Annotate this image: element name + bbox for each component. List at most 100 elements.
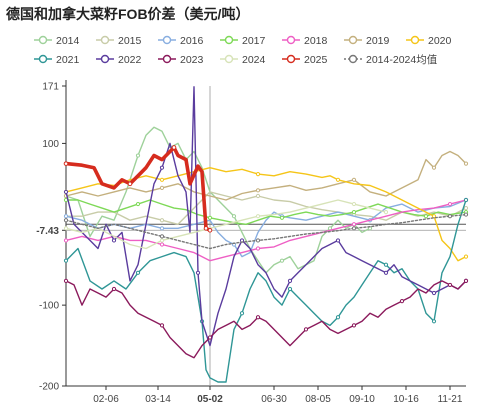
legend-label-2017: 2017	[242, 35, 266, 47]
series-point-2017	[351, 210, 357, 215]
series-point-2018	[447, 201, 453, 207]
series-point-2016	[159, 226, 165, 231]
series-point-2024	[159, 238, 165, 243]
y-tick-label: -100	[39, 301, 59, 312]
series-line-2024	[65, 199, 387, 250]
series-point-2020	[431, 214, 437, 219]
series-point-2022	[335, 238, 341, 243]
y-tick-label: 100	[42, 139, 59, 150]
series-point-2021	[239, 311, 245, 316]
legend-label-2022: 2022	[118, 54, 142, 66]
series-point-2023	[111, 286, 117, 292]
legend-marker-2015	[100, 35, 110, 45]
series-point-2022	[287, 278, 293, 283]
legend-marker-2025	[286, 54, 296, 64]
legend-marker-2021	[38, 54, 48, 64]
x-tick-label: 06-30	[261, 394, 287, 405]
series-point-2023	[351, 323, 357, 328]
series-point-2022	[159, 165, 165, 170]
legend-marker-2019	[348, 35, 358, 45]
series-point-2021	[135, 270, 141, 275]
legend-label-2016: 2016	[180, 35, 204, 47]
series-point-2014-2024均值	[63, 218, 69, 223]
legend-label-2021: 2021	[56, 54, 80, 66]
series-point-2023	[255, 315, 261, 320]
x-tick-label-highlight: 05-02	[197, 394, 223, 405]
series-line-2017	[65, 199, 467, 225]
series-point-2023	[159, 323, 165, 328]
series-point-2020	[335, 177, 341, 182]
legend-marker-2020	[410, 35, 420, 45]
y-tick-label: 171	[42, 82, 59, 93]
series-line-2018	[65, 199, 467, 262]
legend-marker-2014-2024均值	[348, 54, 358, 64]
series-point-2022	[111, 238, 117, 243]
series-point-2014-2024均值	[159, 234, 165, 239]
x-tick-label: 09-10	[349, 394, 375, 405]
series-point-2023	[207, 335, 213, 340]
series-line-2020	[65, 167, 467, 262]
series-point-2022	[383, 270, 389, 275]
legend-label-2014-2024均值: 2014-2024均值	[366, 53, 438, 66]
y-tick-label-highlight: -7.43	[36, 226, 59, 237]
series-point-2025	[127, 181, 133, 187]
series-point-2014-2024均值	[447, 214, 453, 219]
legend-label-2015: 2015	[118, 35, 142, 47]
series-point-2018	[351, 222, 357, 227]
legend-marker-2014	[38, 35, 48, 45]
legend-marker-2022	[100, 54, 110, 64]
series-point-2024	[383, 210, 389, 215]
series-point-2014	[135, 153, 141, 158]
series-point-2020	[463, 254, 469, 259]
series-point-2019	[351, 177, 357, 182]
series-point-2025	[203, 226, 209, 231]
series-point-2023	[399, 298, 405, 304]
legend-marker-2023	[162, 54, 172, 64]
series-point-2019	[463, 161, 469, 166]
series-point-2019	[159, 185, 165, 190]
series-point-2017	[279, 215, 285, 220]
series-point-2025	[171, 145, 177, 150]
series-line-2014	[65, 126, 371, 274]
series-point-2017	[135, 201, 141, 207]
x-tick-label: 02-06	[93, 394, 119, 405]
legend-marker-2017	[224, 35, 234, 45]
series-point-2015	[463, 206, 469, 211]
series-point-2022	[431, 290, 437, 296]
x-tick-label: 11-21	[438, 394, 463, 405]
series-point-2024	[63, 226, 69, 231]
x-tick-label: 08-05	[305, 394, 331, 405]
legend-label-2018: 2018	[304, 35, 328, 47]
series-point-2014	[231, 214, 237, 219]
series-point-2022	[63, 189, 69, 195]
series-point-2017	[207, 215, 213, 220]
series-point-2021	[431, 319, 437, 324]
series-line-2014-2024均值	[65, 213, 467, 250]
series-point-2025	[63, 161, 69, 166]
series-point-2016	[63, 214, 69, 219]
series-point-2014-2024均值	[463, 212, 469, 217]
series-line-2019	[65, 150, 467, 201]
legend-label-2020: 2020	[428, 35, 452, 47]
series-point-2023	[303, 327, 309, 332]
series-line-2021	[65, 199, 467, 383]
series-point-2015	[159, 218, 165, 223]
series-line-2022	[65, 86, 467, 347]
series-point-2025	[207, 227, 213, 233]
series-point-2014	[279, 258, 285, 263]
series-point-2024	[351, 201, 357, 207]
legend-label-2025: 2025	[304, 54, 328, 66]
legend-marker-2024	[224, 54, 234, 64]
series-point-2018	[159, 242, 165, 247]
series-line-2025	[64, 145, 212, 233]
series-point-2018	[63, 238, 69, 243]
series-point-2020	[159, 177, 165, 182]
chart-title: 德国和加拿大菜籽FOB价差（美元/吨）	[6, 6, 250, 22]
series-point-2015	[255, 193, 261, 199]
series-point-2021	[383, 262, 389, 267]
legend-label-2023: 2023	[180, 54, 204, 66]
series-point-2019	[255, 188, 261, 193]
series-point-2021	[287, 286, 293, 292]
series-point-2024	[255, 214, 261, 219]
